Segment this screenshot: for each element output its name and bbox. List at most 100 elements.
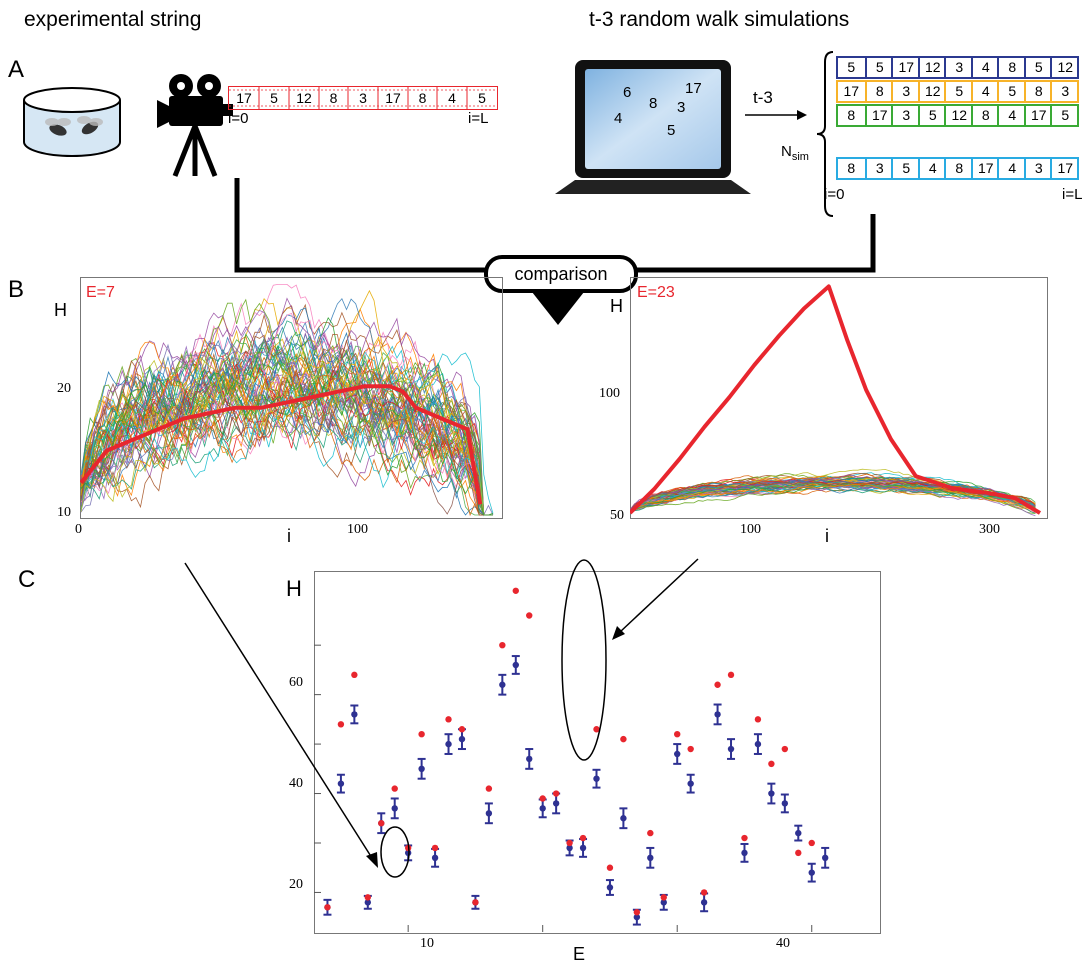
simulation-mean-errorbar [417,757,426,780]
experimental-point [512,587,519,594]
arrow-head-icon [366,852,378,868]
experimental-point [727,671,735,679]
simulation-mean-errorbar [484,802,493,825]
sim-cell: 4 [970,58,1000,77]
simulation-series-line [80,336,493,516]
chart-b-right-xtick: 100 [740,522,761,537]
simulation-mean-errorbar [740,842,749,863]
nsim-sub: sim [791,151,809,163]
sim-cell: 8 [864,82,894,101]
film-frame: 5 [478,90,486,106]
chart-b-left-annotation: E=7 [86,284,115,301]
experimental-string-title: experimental string [24,8,202,31]
chart-c-ytick: 60 [289,675,303,690]
chart-b-left-xtick: 0 [75,522,82,537]
laptop-number: 6 [623,84,632,101]
film-frame: 12 [296,90,312,106]
right-arrow-icon [745,110,807,120]
highlight-ellipse-left [380,826,410,878]
chart-b-right-xtick: 300 [979,522,1000,537]
simulation-series-line [630,481,1036,512]
experimental-point [539,795,546,802]
sim-cell: 12 [917,58,947,77]
laptop-number: 8 [649,95,658,112]
chart-b-left-xlabel: i [287,526,291,546]
experimental-point [526,612,533,619]
sim-cell: 3 [1023,159,1053,178]
experimental-point [593,726,600,733]
sim-cell: 5 [917,106,947,125]
simulation-series-line [80,386,493,516]
chart-c-xlabel: E [573,944,586,964]
sim-cell: 17 [970,159,1000,178]
chart-c-xtick: 10 [420,936,434,951]
simulation-mean-errorbar [713,703,722,726]
chart-b-left-ylabel: H [54,300,67,320]
experimental-point [808,839,815,847]
simulation-series-line [630,485,1036,517]
chart-b-left-ytick: 10 [57,505,71,520]
simulation-mean-errorbar [444,733,453,755]
laptop-number: 17 [685,80,702,97]
experimental-point [324,904,331,911]
experimental-point [566,839,573,847]
film-frame: 8 [418,90,427,106]
simulation-series-line [80,337,493,516]
comparison-connector [234,178,876,325]
simulation-series-line [80,344,493,516]
sim-cell: 3 [891,82,920,101]
simulation-series-line [80,363,493,516]
sim-row: 8 17 3 5 12 8 4 17 5 [836,104,1079,127]
film-frame: 17 [385,90,401,106]
panel-label-a: A [8,56,25,83]
experimental-point [472,899,479,906]
chart-b-left-xtick: 100 [347,522,368,537]
simulation-mean-errorbar [350,704,359,725]
sim-cell: 8 [847,107,856,123]
experimental-point [458,726,466,733]
experimental-series-line [80,384,483,505]
simulation-series-line [80,363,493,516]
simulation-series-line [630,479,1036,511]
experimental-point [431,844,439,852]
chart-c-ytick: 20 [289,877,303,892]
experimental-point [579,834,587,842]
simulation-mean-errorbar [794,824,803,842]
sim-cell: 5 [944,82,973,101]
simulation-mean-errorbar [673,743,682,765]
experimental-point [633,909,641,916]
film-frame: 4 [448,90,456,106]
simulation-mean-errorbar [767,782,776,805]
simulation-series-line [80,365,493,516]
simulation-mean-errorbar [686,773,695,794]
laptop-number: 4 [614,110,623,127]
fly-container-icon [23,87,121,157]
film-frame: 5 [270,90,278,106]
chart-b-right-xlabel: i [825,526,829,546]
sim-cell: 3 [891,106,920,125]
arrow-line-right [619,558,699,633]
chart-b-right-frame [630,277,1048,519]
experimental-point [674,730,681,738]
simulation-mean-errorbar [525,748,534,770]
experimental-point [606,864,614,871]
experimental-point [660,894,667,901]
sim-cell: 5 [1050,106,1079,125]
sim-row: 17 8 3 12 5 4 5 8 3 [836,80,1079,103]
video-camera-icon [157,74,233,177]
simulation-series-line [80,320,493,516]
sim-cell: 5 [864,58,894,77]
sim-cell: 4 [997,159,1026,178]
chart-b-right-ylabel: H [610,296,623,316]
simulation-mean-errorbar [646,846,655,869]
experimental-point [700,889,708,896]
chart-c-ytick: 40 [289,776,303,791]
experimental-point [337,721,345,728]
nsim-label: Nsim [781,143,809,163]
simulation-mean-errorbar [753,733,762,755]
sim-cell: 17 [1050,159,1079,178]
experimental-start-label: i=0 [228,110,249,127]
experimental-point [485,785,493,792]
experimental-point [552,790,560,797]
